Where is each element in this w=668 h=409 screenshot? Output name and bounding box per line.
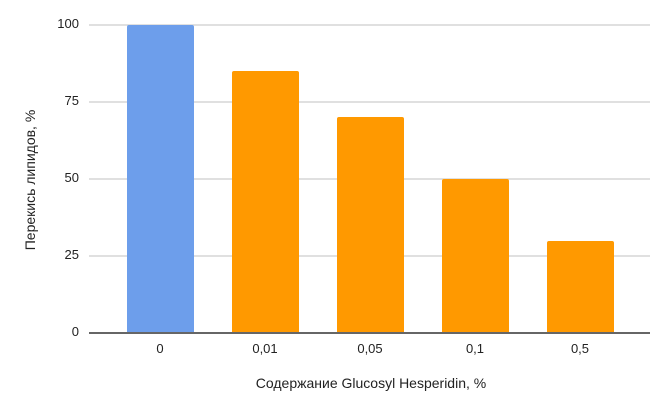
bar-0-1 <box>442 179 509 333</box>
y-tick-25: 25 <box>64 247 79 262</box>
y-tick-0: 0 <box>71 324 79 339</box>
x-tick-0-5: 0,5 <box>570 341 590 356</box>
y-axis-title: Перекись липидов, % <box>22 109 38 251</box>
x-tick-0-01: 0,01 <box>252 341 278 356</box>
x-axis-title: Содержание Glucosyl Hesperidin, % <box>255 375 487 391</box>
y-tick-50: 50 <box>64 170 79 185</box>
bar-0-01 <box>232 71 299 333</box>
y-tick-100: 100 <box>57 16 79 31</box>
gridline-100 <box>89 24 650 26</box>
x-tick-0-1: 0,1 <box>465 341 485 356</box>
y-tick-75: 75 <box>64 93 79 108</box>
bar-0 <box>127 25 194 333</box>
bar-0-5 <box>547 240 614 333</box>
x-tick-0: 0 <box>156 341 164 356</box>
x-tick-0-05: 0,05 <box>357 341 383 356</box>
gridline-75 <box>89 101 650 103</box>
bar-0-05 <box>337 117 404 333</box>
x-axis-line <box>89 332 650 334</box>
